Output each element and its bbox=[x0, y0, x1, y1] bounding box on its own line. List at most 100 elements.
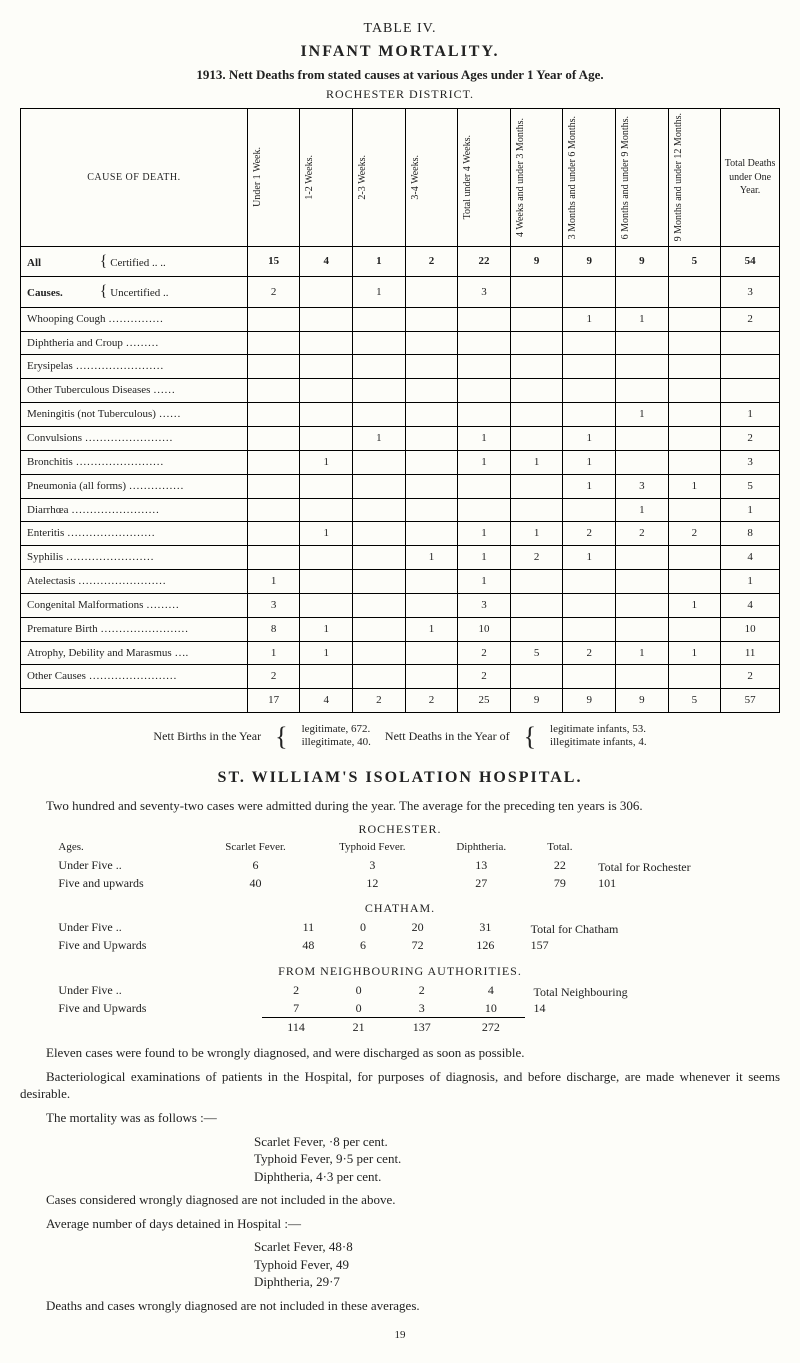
data-cell: 1 bbox=[405, 546, 458, 570]
data-cell bbox=[353, 355, 406, 379]
table-body: All { Certified .. .. 1541222999554 Caus… bbox=[21, 246, 780, 713]
data-cell: 1 bbox=[563, 450, 616, 474]
data-cell: 2 bbox=[353, 689, 406, 713]
data-cell bbox=[247, 546, 300, 570]
data-cell bbox=[300, 379, 353, 403]
data-cell: 1 bbox=[616, 307, 669, 331]
data-cell bbox=[405, 379, 458, 403]
data-cell: 9 bbox=[616, 689, 669, 713]
data-cell: 8 bbox=[247, 617, 300, 641]
data-cell bbox=[405, 426, 458, 450]
data-cell: 2 bbox=[387, 981, 456, 999]
cause-cell: Erysipelas …………………… bbox=[21, 355, 248, 379]
paragraph: Bacteriological examinations of patients… bbox=[20, 1068, 780, 1103]
data-cell: 31 bbox=[448, 918, 522, 936]
isolation-head: ST. WILLIAM'S ISOLATION HOSPITAL. bbox=[20, 767, 780, 789]
cause-cell: Congenital Malformations ……… bbox=[21, 593, 248, 617]
table-head: CAUSE OF DEATH. Under 1 Week. 1-2 Weeks.… bbox=[21, 109, 780, 246]
data-cell: 10 bbox=[721, 617, 780, 641]
data-cell bbox=[353, 617, 406, 641]
data-cell: 5 bbox=[668, 689, 721, 713]
data-cell bbox=[405, 498, 458, 522]
data-cell: 2 bbox=[262, 981, 330, 999]
age-cell: Five and upwards bbox=[50, 874, 199, 892]
data-cell: 1 bbox=[300, 641, 353, 665]
col-head: 3 Months and under 6 Months. bbox=[566, 116, 580, 239]
list-item: Diphtheria, 4·3 per cent. bbox=[254, 1168, 780, 1186]
data-cell bbox=[353, 593, 406, 617]
data-cell bbox=[458, 355, 511, 379]
data-cell bbox=[458, 307, 511, 331]
data-cell bbox=[353, 450, 406, 474]
data-cell bbox=[300, 426, 353, 450]
data-cell bbox=[510, 593, 563, 617]
data-cell: 1 bbox=[563, 474, 616, 498]
data-cell: 15 bbox=[247, 246, 300, 277]
data-cell bbox=[300, 355, 353, 379]
paragraph: Deaths and cases wrongly diagnosed are n… bbox=[20, 1297, 780, 1315]
data-cell bbox=[405, 522, 458, 546]
data-cell: 1 bbox=[353, 426, 406, 450]
data-cell bbox=[458, 331, 511, 355]
data-cell bbox=[563, 403, 616, 427]
data-cell bbox=[300, 277, 353, 308]
data-cell bbox=[353, 570, 406, 594]
data-cell: 2 bbox=[721, 665, 780, 689]
data-cell: 11 bbox=[278, 918, 339, 936]
col-total: Total. bbox=[530, 839, 591, 856]
data-cell bbox=[668, 546, 721, 570]
data-cell bbox=[300, 498, 353, 522]
data-cell bbox=[510, 474, 563, 498]
data-cell: 10 bbox=[456, 999, 525, 1018]
data-cell bbox=[300, 665, 353, 689]
data-cell: 4 bbox=[721, 593, 780, 617]
data-cell bbox=[353, 331, 406, 355]
data-cell: 9 bbox=[563, 246, 616, 277]
data-cell: 2 bbox=[458, 665, 511, 689]
data-cell: 9 bbox=[510, 689, 563, 713]
year: 1913. bbox=[196, 67, 225, 82]
cause-cell: Atelectasis …………………… bbox=[21, 570, 248, 594]
data-cell bbox=[405, 474, 458, 498]
grand-cell: 272 bbox=[456, 1018, 525, 1037]
data-cell bbox=[616, 355, 669, 379]
data-cell: 22 bbox=[530, 856, 591, 874]
data-cell: 3 bbox=[458, 277, 511, 308]
data-cell bbox=[668, 570, 721, 594]
data-cell: 3 bbox=[721, 277, 780, 308]
data-cell bbox=[247, 450, 300, 474]
data-cell bbox=[300, 331, 353, 355]
data-cell: 1 bbox=[458, 450, 511, 474]
data-cell: 13 bbox=[433, 856, 530, 874]
data-cell: 57 bbox=[721, 689, 780, 713]
col-head: Total Deaths under One Year. bbox=[721, 109, 780, 246]
data-cell bbox=[563, 498, 616, 522]
data-cell bbox=[563, 331, 616, 355]
data-cell bbox=[616, 617, 669, 641]
data-cell bbox=[353, 546, 406, 570]
cause-cell: Syphilis …………………… bbox=[21, 546, 248, 570]
stay-list: Scarlet Fever, 48·8Typhoid Fever, 49Diph… bbox=[254, 1238, 780, 1291]
data-cell bbox=[563, 355, 616, 379]
cause-cell: Diphtheria and Croup ……… bbox=[21, 331, 248, 355]
data-cell bbox=[668, 331, 721, 355]
cause-cell: Meningitis (not Tuberculous) …… bbox=[21, 403, 248, 427]
data-cell: 1 bbox=[510, 450, 563, 474]
data-cell: 17 bbox=[247, 689, 300, 713]
list-item: Typhoid Fever, 9·5 per cent. bbox=[254, 1150, 780, 1168]
data-cell: 1 bbox=[353, 277, 406, 308]
data-cell bbox=[247, 498, 300, 522]
data-cell bbox=[510, 355, 563, 379]
data-cell bbox=[247, 403, 300, 427]
data-cell: 2 bbox=[405, 689, 458, 713]
col-head: Total under 4 Weeks. bbox=[461, 135, 475, 219]
sum-val: 157 bbox=[531, 938, 549, 952]
nett-births-label: Nett Births in the Year bbox=[153, 728, 261, 744]
paragraph-intro: The mortality was as follows :— bbox=[20, 1109, 780, 1127]
rochester-table: Ages. Scarlet Fever. Typhoid Fever. Diph… bbox=[50, 839, 749, 892]
data-cell: 1 bbox=[616, 641, 669, 665]
data-cell: 20 bbox=[387, 918, 448, 936]
data-cell bbox=[300, 570, 353, 594]
data-cell bbox=[563, 570, 616, 594]
data-cell bbox=[616, 570, 669, 594]
